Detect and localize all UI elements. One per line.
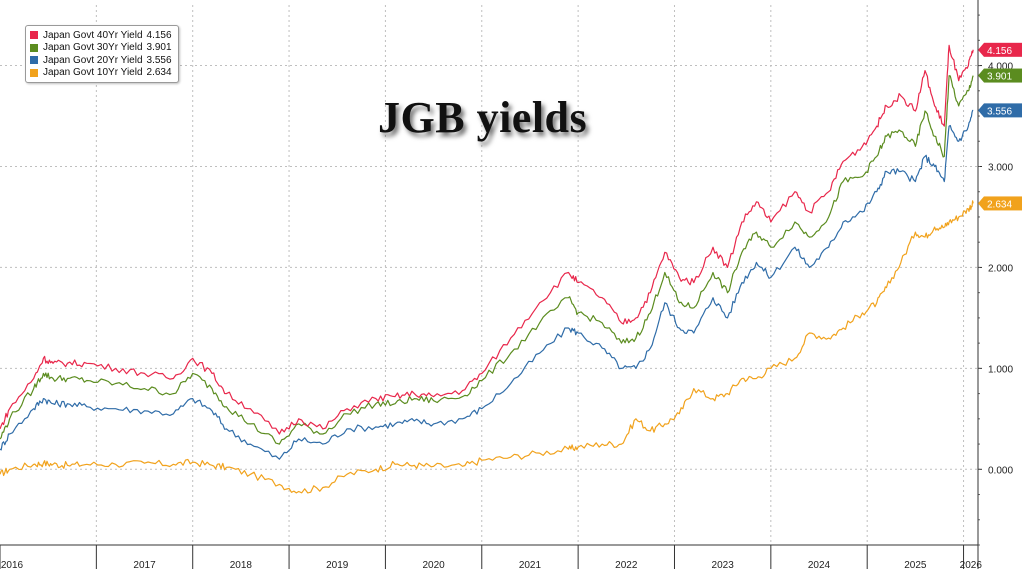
x-tick-label: 2024 (808, 560, 831, 569)
legend-series-name: Japan Govt 20Yr Yield (43, 54, 143, 66)
last-value-tag-bg (984, 42, 1022, 57)
last-value-tag-bg (984, 103, 1022, 118)
y-tick-label: 2.000 (988, 263, 1013, 274)
x-tick-label: 2022 (615, 560, 638, 569)
series-line-japan-govt-30yr-yield (0, 75, 974, 445)
legend-series-name: Japan Govt 30Yr Yield (43, 42, 143, 54)
last-value-tag: 3.901 (978, 68, 1022, 83)
last-value-tag-pointer (978, 42, 984, 57)
x-tick-label: 2026 (960, 560, 983, 569)
y-tick-label: 0.000 (988, 465, 1013, 476)
x-tick-label: 2020 (422, 560, 445, 569)
y-axis: 0.000 1.000 2.000 3.000 4.000 (977, 0, 1013, 569)
last-value-tag-text: 3.556 (987, 106, 1012, 117)
legend-swatch (30, 43, 38, 52)
x-tick-label: 2021 (519, 560, 542, 569)
legend-item: Japan Govt 30Yr Yield 3.901 (30, 42, 172, 55)
x-tick-label: 2025 (904, 560, 927, 569)
series-line-japan-govt-10yr-yield (0, 200, 974, 494)
legend-swatch (30, 56, 38, 65)
last-value-tag-pointer (978, 196, 984, 211)
y-tick-label: 3.000 (988, 162, 1013, 173)
grid-lines (0, 5, 978, 545)
legend-series-name: Japan Govt 40Yr Yield (43, 29, 143, 41)
legend-item: Japan Govt 10Yr Yield 2.634 (30, 67, 172, 80)
last-value-tag-pointer (978, 68, 984, 83)
last-value-tag-text: 4.156 (987, 46, 1012, 57)
x-axis: 2016 2017 2018 2019 2020 2021 2022 2023 2024 2025… (0, 544, 983, 569)
legend-item: Japan Govt 20Yr Yield 3.556 (30, 54, 172, 67)
last-value-tag-bg (984, 68, 1022, 83)
series-line-japan-govt-20yr-yield (0, 109, 974, 460)
legend: Japan Govt 40Yr Yield 4.156 Japan Govt 30Y… (25, 25, 179, 83)
x-tick-label: 2023 (712, 560, 735, 569)
legend-series-value: 2.634 (146, 67, 172, 79)
legend-series-value: 3.901 (146, 42, 172, 54)
legend-swatch (30, 31, 38, 40)
legend-swatch (30, 68, 38, 77)
y-tick-label: 4.000 (988, 62, 1013, 73)
y-tick-label: 1.000 (988, 364, 1013, 375)
legend-series-name: Japan Govt 10Yr Yield (43, 67, 143, 79)
last-value-tag: 2.634 (978, 196, 1022, 211)
x-tick-label: 2016 (1, 560, 24, 569)
x-tick-label: 2017 (133, 560, 156, 569)
legend-item: Japan Govt 40Yr Yield 4.156 (30, 29, 172, 42)
chart-title: JGB yields (378, 93, 588, 142)
last-value-tags: 4.156 3.901 3.556 2.634 (978, 42, 1022, 211)
last-value-tag-pointer (978, 103, 984, 118)
series-line-japan-govt-40yr-yield (0, 44, 974, 435)
last-value-tag: 4.156 (978, 42, 1022, 57)
last-value-tag-text: 3.901 (987, 72, 1012, 83)
series-lines (0, 44, 974, 494)
last-value-tag-bg (984, 196, 1022, 211)
x-tick-label: 2018 (230, 560, 253, 569)
legend-series-value: 3.556 (146, 54, 172, 66)
last-value-tag: 3.556 (978, 103, 1022, 118)
last-value-tag-text: 2.634 (987, 199, 1012, 210)
legend-series-value: 4.156 (146, 29, 172, 41)
x-tick-label: 2019 (326, 560, 349, 569)
